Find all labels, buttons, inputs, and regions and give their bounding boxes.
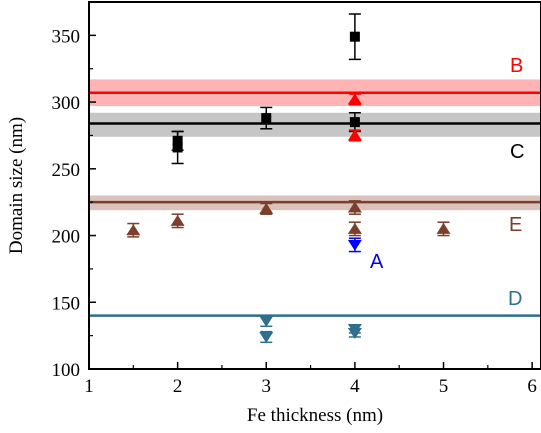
- ref-line-label-D: D: [508, 288, 522, 310]
- y-tick-label: 250: [52, 160, 81, 181]
- data-point: [347, 327, 362, 339]
- triangle-up-marker: [347, 93, 362, 105]
- data-point: [259, 330, 274, 344]
- data-points: [126, 13, 451, 344]
- square-marker: [172, 135, 183, 146]
- ref-line-label-A: A: [370, 251, 384, 273]
- triangle-up-marker: [259, 202, 274, 214]
- triangle-down-marker: [347, 239, 362, 251]
- triangle-up-marker: [347, 129, 362, 141]
- data-point: [260, 106, 273, 130]
- ref-band-C: [89, 112, 541, 137]
- x-axis-title: Fe thickness (nm): [247, 405, 383, 426]
- data-point: [436, 221, 451, 237]
- data-point: [126, 222, 141, 238]
- y-axis-title: Domain size (nm): [6, 117, 27, 254]
- data-point: [259, 202, 274, 215]
- reference-lines: [89, 91, 541, 317]
- data-point: [347, 221, 362, 237]
- triangle-up-marker: [436, 222, 451, 234]
- y-tick-label: 300: [52, 93, 81, 114]
- x-axis-ticks: 1 2 3 4 5 6: [84, 362, 537, 397]
- y-axis-ticks: 100 150 200 250 300 350: [52, 26, 96, 381]
- data-point: [347, 93, 362, 106]
- data-point: [347, 237, 362, 253]
- square-marker: [349, 31, 360, 42]
- square-marker: [261, 113, 272, 124]
- x-tick-label: 4: [350, 376, 360, 397]
- triangle-up-marker: [347, 222, 362, 234]
- ref-line-label-C: C: [510, 141, 524, 163]
- data-point: [347, 129, 362, 142]
- ref-line-label-E: E: [509, 214, 522, 236]
- plot-frame: [88, 1, 541, 370]
- square-marker: [349, 117, 360, 128]
- triangle-up-marker: [347, 201, 362, 213]
- y-tick-label: 150: [52, 293, 81, 314]
- y-tick-label: 100: [52, 360, 81, 381]
- triangle-up-marker: [170, 214, 185, 226]
- triangle-down-marker: [347, 327, 362, 339]
- x-tick-label: 6: [527, 376, 537, 397]
- data-point: [259, 314, 274, 328]
- data-point: [171, 130, 184, 151]
- triangle-down-marker: [259, 331, 274, 343]
- x-tick-label: 5: [439, 376, 449, 397]
- x-tick-label: 1: [84, 376, 94, 397]
- data-point: [348, 13, 361, 61]
- y-tick-label: 200: [52, 227, 81, 248]
- x-tick-label: 3: [262, 376, 272, 397]
- ref-line-label-B: B: [510, 55, 523, 77]
- x-tick-label: 2: [173, 376, 183, 397]
- triangle-down-marker: [259, 315, 274, 327]
- y-tick-label: 350: [52, 26, 81, 47]
- triangle-up-marker: [126, 224, 141, 236]
- data-point: [170, 213, 185, 229]
- data-point: [347, 200, 362, 215]
- reference-line-labels: B C E D A: [370, 55, 524, 310]
- reference-bands: [89, 79, 541, 211]
